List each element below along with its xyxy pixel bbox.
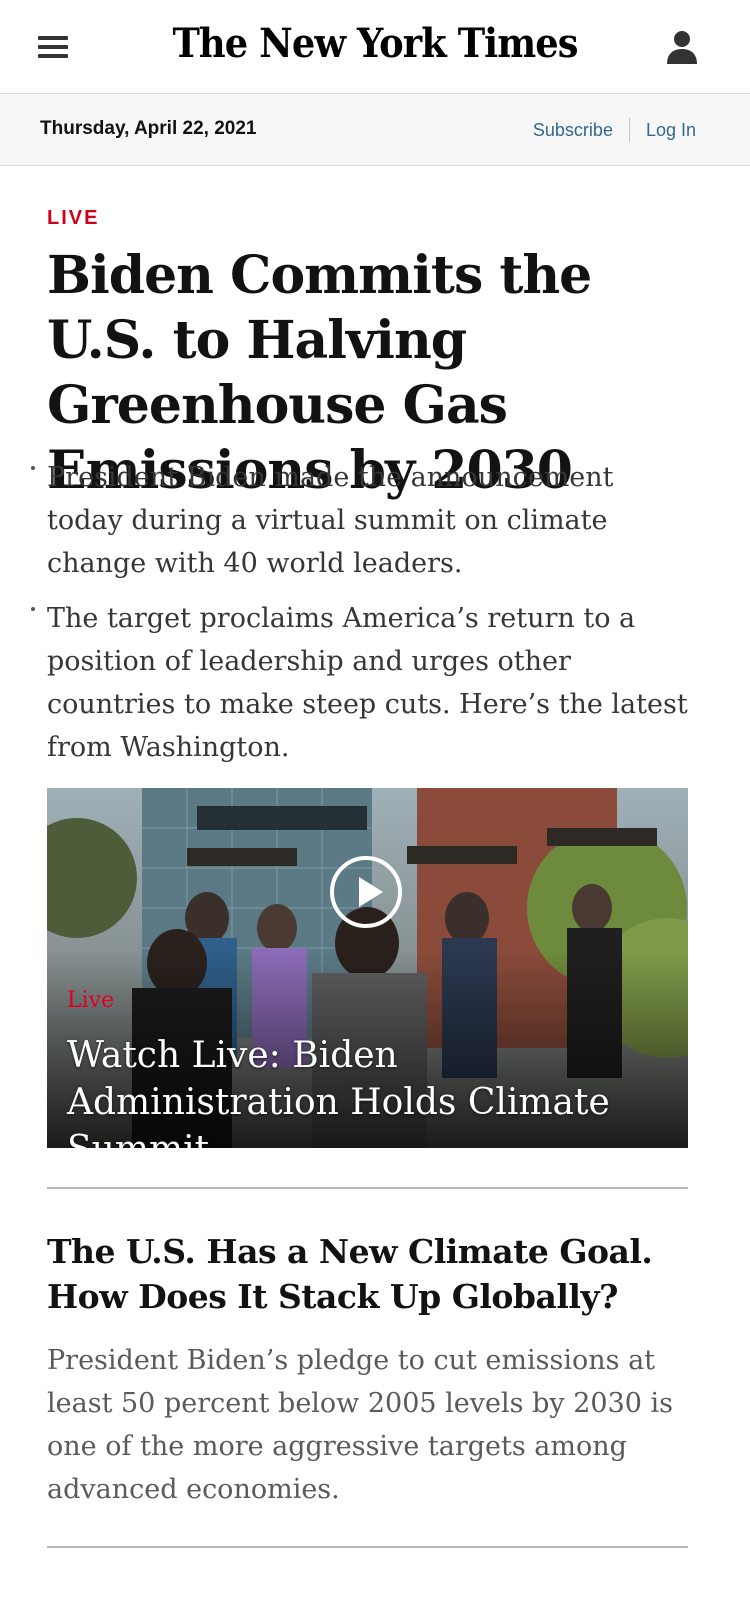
summary-bullet: The target proclaims America’s return to…: [31, 597, 697, 769]
lead-headline[interactable]: Biden Commits the U.S. to Halving Greenh…: [47, 245, 592, 501]
video-thumbnail-image: [47, 788, 688, 1148]
date-bar: Thursday, April 22, 2021 Subscribe Log I…: [0, 94, 750, 166]
hamburger-menu-icon[interactable]: [38, 36, 68, 58]
play-icon[interactable]: [330, 856, 402, 928]
summary-bullet: President Biden made the announcement to…: [31, 456, 697, 585]
video-live-label: Live: [67, 988, 115, 1013]
live-video-player[interactable]: Live Watch Live: Biden Administration Ho…: [47, 788, 688, 1148]
divider: [47, 1546, 688, 1548]
summary-bullets: President Biden made the announcement to…: [31, 456, 697, 781]
video-title[interactable]: Watch Live: Biden Administration Holds C…: [67, 1035, 610, 1148]
story-headline[interactable]: The U.S. Has a New Climate Goal. How Doe…: [47, 1232, 653, 1316]
login-link[interactable]: Log In: [645, 119, 696, 140]
current-date: Thursday, April 22, 2021: [40, 118, 257, 139]
masthead: The New York Times: [0, 0, 750, 94]
user-account-icon[interactable]: [666, 30, 698, 64]
divider: [47, 1187, 688, 1189]
story-summary: President Biden’s pledge to cut emission…: [47, 1345, 673, 1505]
subscribe-link[interactable]: Subscribe: [532, 119, 613, 140]
live-kicker: LIVE: [47, 207, 100, 229]
nyt-logo[interactable]: The New York Times: [172, 20, 578, 67]
auth-links: Subscribe Log In: [533, 118, 696, 142]
divider: [628, 118, 630, 142]
